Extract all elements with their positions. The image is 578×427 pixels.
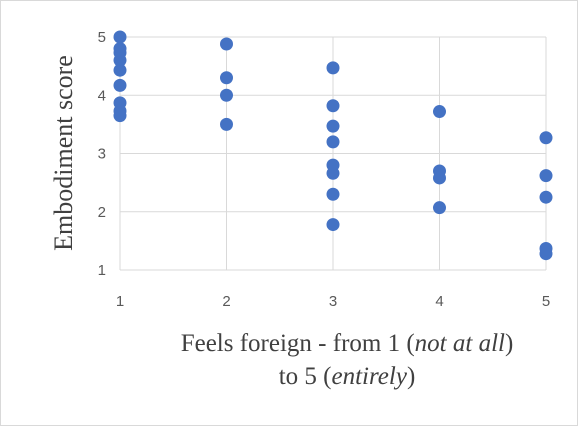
data-point: [113, 30, 127, 44]
y-tick-label: 1: [98, 262, 106, 279]
x-tick-label: 2: [222, 293, 230, 310]
y-tick-label: 5: [98, 29, 106, 46]
data-point: [433, 201, 446, 215]
data-point: [539, 247, 553, 261]
data-point: [539, 169, 553, 183]
data-point: [113, 53, 127, 67]
data-point: [113, 63, 127, 77]
x-tick-label: 4: [435, 293, 443, 310]
tick-labels: 1 2 3 4 5 1 2 3 4 5: [98, 29, 551, 310]
data-point: [326, 99, 340, 113]
y-tick-label: 3: [98, 146, 106, 163]
data-point: [220, 88, 233, 102]
x-axis-title-line2: to 5 (entirely): [119, 360, 575, 393]
data-point: [326, 218, 340, 232]
data-point: [326, 135, 340, 149]
data-point: [113, 78, 127, 92]
data-points: [113, 30, 553, 261]
data-point: [539, 131, 553, 145]
data-point: [326, 166, 340, 180]
data-point: [326, 61, 340, 75]
data-point: [433, 171, 446, 185]
data-point: [220, 37, 233, 51]
data-point: [326, 119, 340, 133]
data-point: [220, 117, 233, 131]
x-axis-title-text: ): [504, 330, 514, 357]
x-axis-title-italic: not at all: [414, 330, 505, 357]
x-axis-title-line1: Feels foreign - from 1 (not at all): [119, 327, 575, 360]
y-axis-title: Embodiment score: [49, 55, 78, 251]
x-tick-label: 3: [329, 293, 337, 310]
data-point: [433, 105, 446, 119]
x-tick-label: 1: [116, 293, 124, 310]
data-point: [326, 187, 340, 201]
data-point: [539, 190, 553, 204]
data-point: [220, 71, 233, 85]
y-tick-label: 4: [98, 87, 106, 104]
data-point: [113, 109, 127, 123]
x-axis-title: Feels foreign - from 1 (not at all) to 5…: [119, 327, 575, 393]
x-axis-title-text: ): [406, 363, 416, 390]
y-tick-label: 2: [98, 204, 106, 221]
x-axis-title-text: to 5 (: [278, 363, 332, 390]
x-axis-title-italic: entirely: [331, 363, 407, 390]
x-axis-title-text: Feels foreign - from 1 (: [180, 330, 415, 357]
x-tick-label: 5: [542, 293, 550, 310]
